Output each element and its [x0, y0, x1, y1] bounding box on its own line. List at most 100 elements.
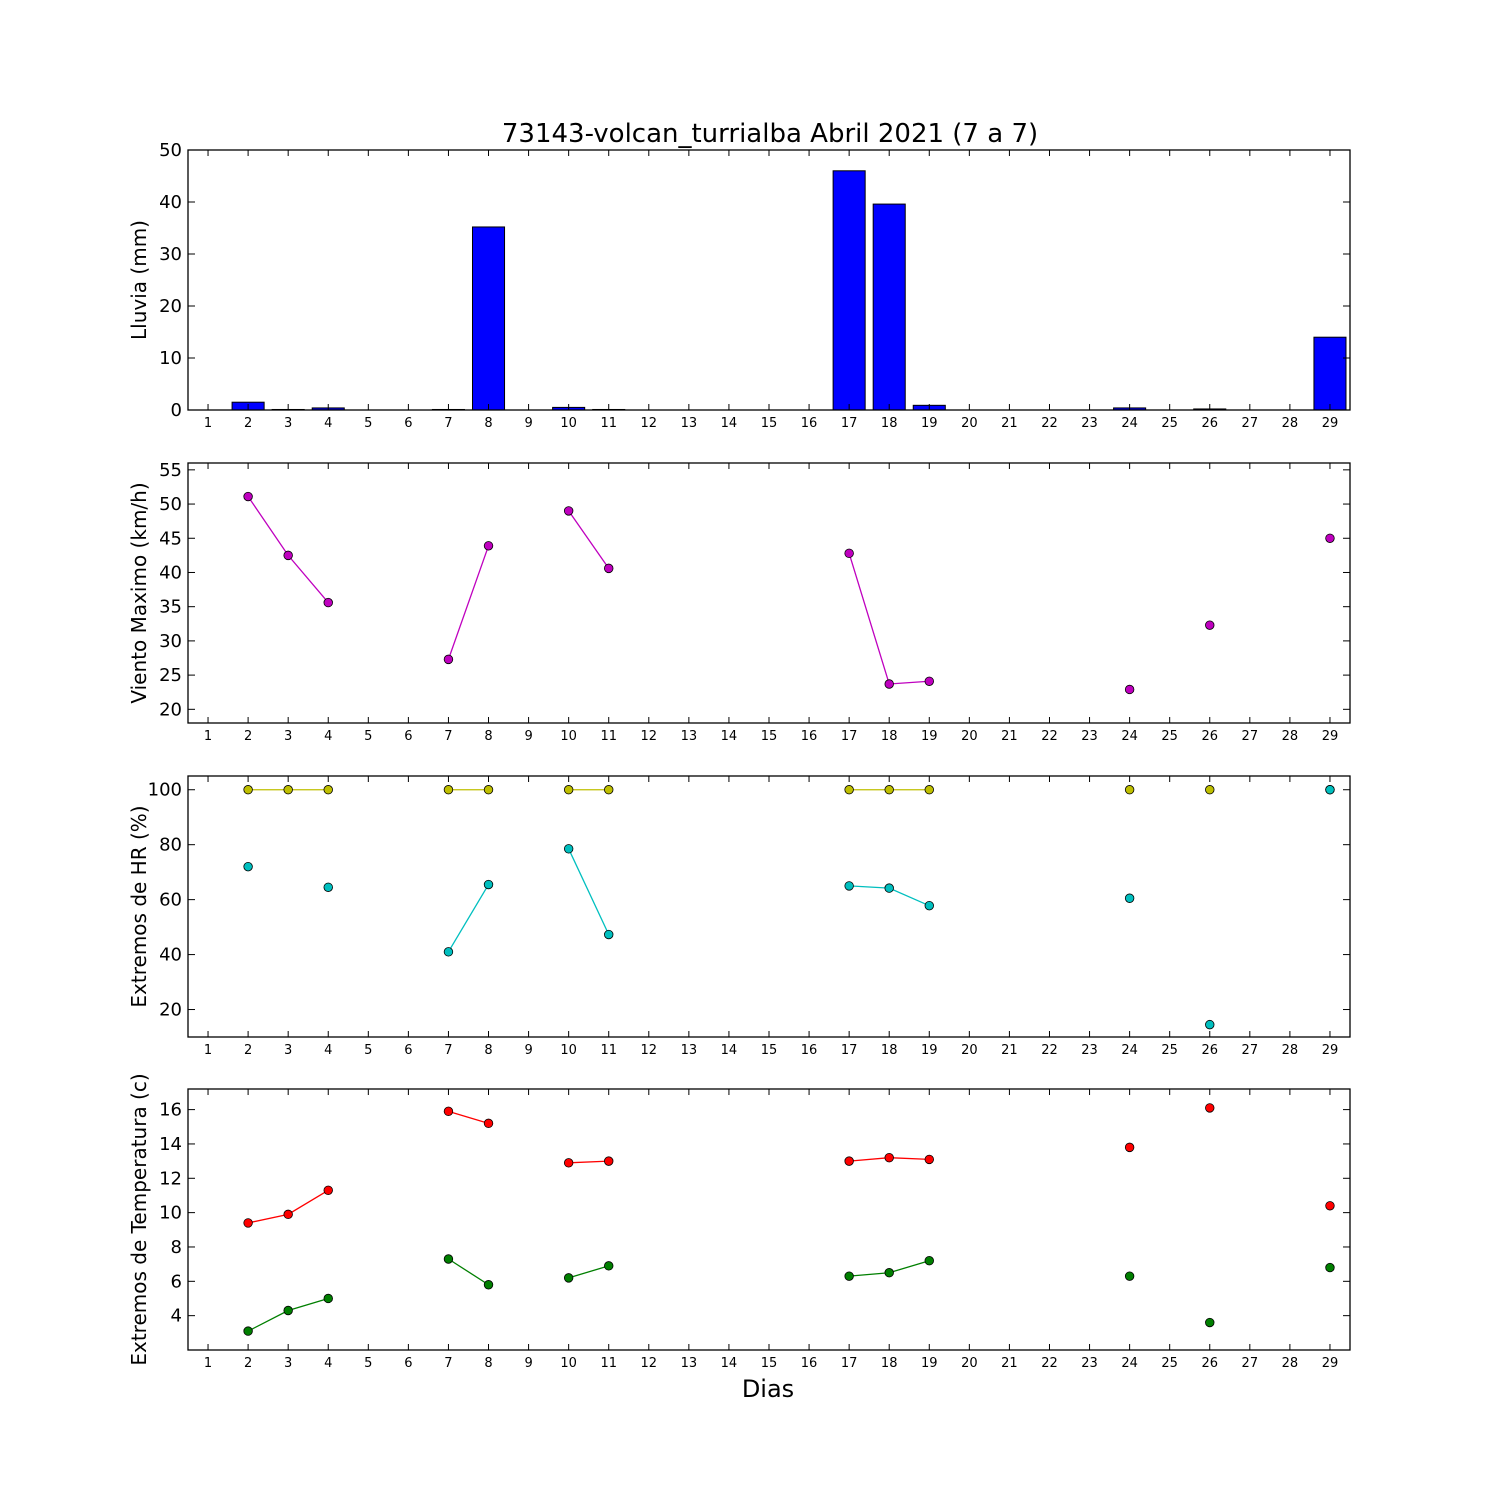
x-tick-label: 25	[1161, 416, 1178, 431]
y-tick-label: 40	[159, 945, 182, 966]
x-tick-label: 5	[364, 1043, 372, 1058]
x-tick-label: 13	[681, 1043, 698, 1058]
data-point	[483, 879, 494, 890]
x-tick-label: 5	[364, 729, 372, 744]
x-tick-label: 5	[364, 416, 372, 431]
x-tick-label: 1	[204, 729, 212, 744]
data-point	[924, 785, 934, 795]
x-tick-label: 10	[560, 1356, 577, 1371]
data-point	[844, 1271, 854, 1281]
data-point	[323, 1293, 333, 1304]
x-tick-label: 22	[1041, 1043, 1058, 1058]
data-point	[283, 550, 293, 561]
data-point	[323, 785, 333, 795]
data-point	[604, 785, 614, 795]
data-point	[443, 785, 454, 795]
y-tick-label: 10	[159, 348, 182, 369]
x-tick-label: 11	[600, 1043, 617, 1058]
bar	[471, 226, 506, 411]
x-tick-label: 23	[1081, 729, 1098, 744]
x-tick-label: 12	[641, 1043, 658, 1058]
y-tick-label: 40	[159, 192, 182, 213]
x-tick-label: 10	[560, 1043, 577, 1058]
data-point	[483, 1280, 494, 1290]
data-point	[1325, 785, 1335, 795]
data-point	[844, 1156, 854, 1166]
x-tick-label: 7	[444, 1356, 452, 1371]
data-point	[604, 563, 614, 574]
data-point	[924, 1154, 934, 1165]
x-tick-label: 19	[921, 1356, 938, 1371]
x-tick-label: 8	[484, 1356, 492, 1371]
data-point	[483, 541, 494, 551]
x-tick-label: 16	[801, 1356, 818, 1371]
x-tick-label: 2	[244, 1043, 252, 1058]
data-point	[443, 947, 454, 957]
x-tick-label: 23	[1081, 416, 1098, 431]
x-tick-label: 2	[244, 729, 252, 744]
x-tick-label: 7	[444, 416, 452, 431]
data-point	[443, 654, 454, 665]
x-tick-label: 21	[1001, 416, 1018, 431]
x-tick-label: 7	[444, 729, 452, 744]
x-tick-label: 29	[1322, 416, 1339, 431]
data-point	[563, 1158, 574, 1168]
data-point	[1205, 785, 1215, 795]
data-point	[884, 883, 894, 893]
data-point	[283, 785, 293, 795]
data-point	[604, 1156, 614, 1166]
x-tick-label: 4	[324, 1043, 332, 1058]
x-tick-label: 1	[204, 416, 212, 431]
series-line	[568, 1265, 609, 1279]
x-tick-label: 17	[841, 416, 858, 431]
x-tick-label: 25	[1161, 1356, 1178, 1371]
data-point	[243, 1218, 253, 1228]
x-tick-label: 3	[284, 416, 292, 431]
data-point	[844, 785, 854, 795]
x-tick-label: 22	[1041, 416, 1058, 431]
data-point	[243, 491, 253, 502]
chart-panels: 1 2 3 4 5 6 7 8 9 10 11 12 13 14 15 16 17 18 19 20 21 22 23 24 2…	[127, 140, 1351, 1371]
data-point	[1205, 1317, 1215, 1328]
x-tick-label: 26	[1201, 729, 1218, 744]
series-line	[447, 884, 490, 953]
x-tick-label: 24	[1121, 416, 1138, 431]
x-tick-label: 14	[721, 1043, 738, 1058]
x-tick-label: 13	[681, 416, 698, 431]
x-tick-label: 11	[600, 416, 617, 431]
x-tick-label: 12	[641, 729, 658, 744]
y-tick-label: 20	[159, 296, 182, 317]
x-tick-label: 15	[761, 1043, 778, 1058]
x-tick-label: 25	[1161, 1043, 1178, 1058]
y-tick-label: 50	[159, 140, 182, 161]
x-tick-label: 18	[881, 1356, 898, 1371]
plot-frame	[187, 462, 1351, 724]
x-tick-label: 21	[1001, 729, 1018, 744]
x-tick-label: 19	[921, 729, 938, 744]
x-tick-label: 9	[524, 416, 532, 431]
x-tick-label: 15	[761, 1356, 778, 1371]
x-tick-label: 20	[961, 1043, 978, 1058]
data-point	[243, 861, 253, 872]
y-tick-label: 60	[159, 890, 182, 911]
data-point	[243, 1326, 253, 1336]
x-tick-label: 14	[721, 1356, 738, 1371]
data-point	[604, 1261, 614, 1271]
x-tick-label: 22	[1041, 1356, 1058, 1371]
y-tick-label: 100	[148, 780, 182, 801]
y-tick-label: 30	[159, 631, 182, 652]
x-tick-label: 21	[1001, 1043, 1018, 1058]
series-line	[568, 1160, 609, 1164]
x-tick-label: 14	[721, 416, 738, 431]
data-point	[884, 785, 894, 795]
data-point	[844, 548, 854, 559]
panel-1: 1 2 3 4 5 6 7 8 9 10 11 12 13 14 15 16 17 18 19 20 21 22 23 24 2…	[127, 140, 1351, 431]
y-tick-label: 40	[159, 562, 182, 583]
y-tick-label: 4	[171, 1306, 182, 1327]
series-line	[447, 545, 490, 660]
x-tick-label: 23	[1081, 1356, 1098, 1371]
series-line	[448, 1110, 489, 1124]
data-point	[323, 882, 333, 892]
data-point	[563, 1273, 574, 1283]
data-point	[443, 1106, 454, 1117]
